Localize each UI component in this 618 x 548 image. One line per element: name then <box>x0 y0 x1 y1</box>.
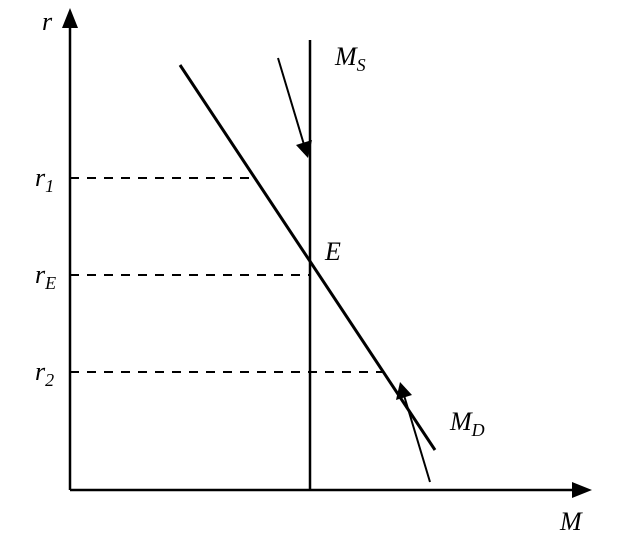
arrow-top-line <box>278 58 305 148</box>
money-market-chart: r M MS MD E r1 rE r2 <box>0 0 618 548</box>
r2-label: r2 <box>35 357 54 390</box>
y-axis-label: r <box>42 7 53 36</box>
x-axis-label: M <box>559 507 583 536</box>
r1-label: r1 <box>35 163 54 196</box>
equilibrium-label: E <box>324 237 341 266</box>
money-demand-line <box>180 65 435 450</box>
y-axis-arrow-icon <box>62 8 78 28</box>
re-label: rE <box>35 260 56 293</box>
x-axis-arrow-icon <box>572 482 592 498</box>
ms-label: MS <box>334 42 366 75</box>
md-label: MD <box>449 407 485 440</box>
arrow-bottom-head-icon <box>396 382 412 400</box>
